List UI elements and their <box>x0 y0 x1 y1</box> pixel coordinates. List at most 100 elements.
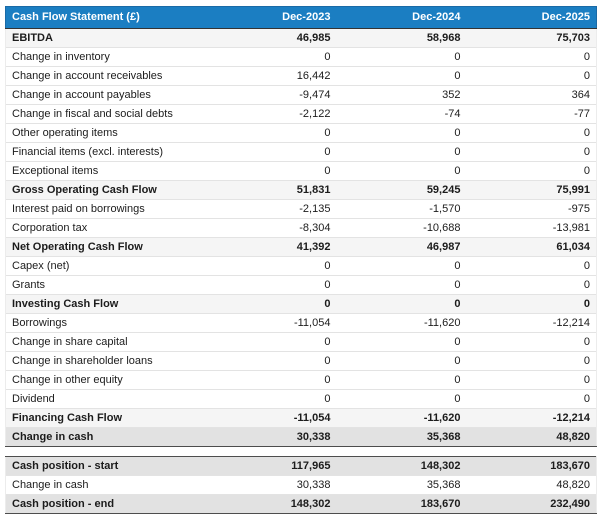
cell-value-dec-2025: 0 <box>466 294 598 314</box>
cell-value-dec-2023: 0 <box>206 351 337 371</box>
cell-value-dec-2024: 46,987 <box>336 237 467 257</box>
table-body: EBITDA 46,985 58,968 75,703 Change in in… <box>5 28 598 514</box>
table-row: Change in shareholder loans 0 0 0 <box>5 351 598 371</box>
row-label: Net Operating Cash Flow <box>5 237 207 257</box>
cell-value-dec-2023: 0 <box>206 47 337 67</box>
cell-value-dec-2023: 117,965 <box>206 456 337 476</box>
cell-value-dec-2025: 364 <box>466 85 598 105</box>
cell-value-dec-2023: 30,338 <box>206 427 337 447</box>
row-label: Change in share capital <box>5 332 207 352</box>
row-label: Change in shareholder loans <box>5 351 207 371</box>
cell-value-dec-2024: 0 <box>336 123 467 143</box>
row-label: Exceptional items <box>5 161 207 181</box>
cell-value-dec-2023: 46,985 <box>206 28 337 48</box>
cell-value-dec-2025: -13,981 <box>466 218 598 238</box>
table-row: Exceptional items 0 0 0 <box>5 161 598 181</box>
table-row: Change in inventory 0 0 0 <box>5 47 598 67</box>
row-label: Corporation tax <box>5 218 207 238</box>
cell-value-dec-2023: -11,054 <box>206 408 337 428</box>
cash-flow-statement-page: Cash Flow Statement (£) Dec-2023 Dec-202… <box>5 6 598 514</box>
cell-value-dec-2024: 352 <box>336 85 467 105</box>
row-label: Cash position - start <box>5 456 207 476</box>
cell-value-dec-2023: 51,831 <box>206 180 337 200</box>
cell-value-dec-2025: 0 <box>466 142 598 162</box>
table-row: Change in cash 30,338 35,368 48,820 <box>5 427 598 447</box>
cell-value-dec-2024: 0 <box>336 389 467 409</box>
cell-value-dec-2025: 0 <box>466 389 598 409</box>
table-row: Borrowings -11,054 -11,620 -12,214 <box>5 313 598 333</box>
cell-value-dec-2024: -74 <box>336 104 467 124</box>
table-row: Change in cash 30,338 35,368 48,820 <box>5 475 598 495</box>
cell-value-dec-2023: -11,054 <box>206 313 337 333</box>
cell-value-dec-2024: -1,570 <box>336 199 467 219</box>
cell-value-dec-2025: 0 <box>466 123 598 143</box>
cell-value-dec-2023: -9,474 <box>206 85 337 105</box>
cell-value-dec-2025: 0 <box>466 351 598 371</box>
cell-value-dec-2024: 59,245 <box>336 180 467 200</box>
cell-value-dec-2024: 35,368 <box>336 427 467 447</box>
row-label: Dividend <box>5 389 207 409</box>
table-row: Change in other equity 0 0 0 <box>5 370 598 390</box>
row-label: Change in other equity <box>5 370 207 390</box>
cell-value-dec-2024: 58,968 <box>336 28 467 48</box>
row-label: Change in fiscal and social debts <box>5 104 207 124</box>
table-row: Change in share capital 0 0 0 <box>5 332 598 352</box>
cell-value-dec-2023: 0 <box>206 275 337 295</box>
cell-value-dec-2025: 232,490 <box>466 494 598 514</box>
cell-value-dec-2023: -2,135 <box>206 199 337 219</box>
row-label: Other operating items <box>5 123 207 143</box>
row-label: Change in account receivables <box>5 66 207 86</box>
cell-value-dec-2024: 0 <box>336 142 467 162</box>
table-row: EBITDA 46,985 58,968 75,703 <box>5 28 598 48</box>
cell-value-dec-2024: 0 <box>336 256 467 276</box>
table-row: Cash position - start 117,965 148,302 18… <box>5 456 598 476</box>
cell-value-dec-2025: 0 <box>466 66 598 86</box>
cell-value-dec-2023: 16,442 <box>206 66 337 86</box>
column-header-dec-2025: Dec-2025 <box>466 6 598 29</box>
cell-value-dec-2025: 75,703 <box>466 28 598 48</box>
row-label: Financing Cash Flow <box>5 408 207 428</box>
row-label: Change in account payables <box>5 85 207 105</box>
section-gap <box>5 446 597 457</box>
cell-value-dec-2024: 35,368 <box>336 475 467 495</box>
row-label: Change in cash <box>5 475 207 495</box>
header-row: Cash Flow Statement (£) Dec-2023 Dec-202… <box>5 6 598 29</box>
cell-value-dec-2025: 0 <box>466 47 598 67</box>
table-title: Cash Flow Statement (£) <box>5 6 207 29</box>
cell-value-dec-2023: 0 <box>206 123 337 143</box>
cell-value-dec-2023: 0 <box>206 161 337 181</box>
cell-value-dec-2025: -12,214 <box>466 313 598 333</box>
cell-value-dec-2023: -8,304 <box>206 218 337 238</box>
cell-value-dec-2023: 0 <box>206 142 337 162</box>
cell-value-dec-2025: 0 <box>466 332 598 352</box>
cell-value-dec-2024: 183,670 <box>336 494 467 514</box>
cell-value-dec-2025: 0 <box>466 370 598 390</box>
cell-value-dec-2023: 0 <box>206 332 337 352</box>
table-row: Change in account payables -9,474 352 36… <box>5 85 598 105</box>
cell-value-dec-2024: 0 <box>336 66 467 86</box>
table-row: Financial items (excl. interests) 0 0 0 <box>5 142 598 162</box>
row-label: Investing Cash Flow <box>5 294 207 314</box>
cell-value-dec-2023: 0 <box>206 256 337 276</box>
cell-value-dec-2024: 0 <box>336 351 467 371</box>
table-row: Gross Operating Cash Flow 51,831 59,245 … <box>5 180 598 200</box>
row-label: Borrowings <box>5 313 207 333</box>
table-row: Financing Cash Flow -11,054 -11,620 -12,… <box>5 408 598 428</box>
table-row: Investing Cash Flow 0 0 0 <box>5 294 598 314</box>
cell-value-dec-2023: 0 <box>206 389 337 409</box>
cell-value-dec-2024: 0 <box>336 294 467 314</box>
cell-value-dec-2025: -12,214 <box>466 408 598 428</box>
cell-value-dec-2025: 48,820 <box>466 427 598 447</box>
table-row: Other operating items 0 0 0 <box>5 123 598 143</box>
cell-value-dec-2025: 48,820 <box>466 475 598 495</box>
cell-value-dec-2024: -11,620 <box>336 408 467 428</box>
cell-value-dec-2023: 148,302 <box>206 494 337 514</box>
cell-value-dec-2024: 0 <box>336 47 467 67</box>
column-header-dec-2024: Dec-2024 <box>336 6 467 29</box>
table-row: Interest paid on borrowings -2,135 -1,57… <box>5 199 598 219</box>
cell-value-dec-2025: 183,670 <box>466 456 598 476</box>
table-row: Capex (net) 0 0 0 <box>5 256 598 276</box>
table-row: Change in account receivables 16,442 0 0 <box>5 66 598 86</box>
table-header: Cash Flow Statement (£) Dec-2023 Dec-202… <box>5 6 598 29</box>
cell-value-dec-2024: -11,620 <box>336 313 467 333</box>
